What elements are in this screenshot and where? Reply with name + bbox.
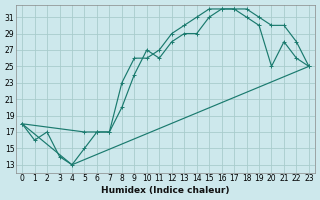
X-axis label: Humidex (Indice chaleur): Humidex (Indice chaleur) xyxy=(101,186,230,195)
